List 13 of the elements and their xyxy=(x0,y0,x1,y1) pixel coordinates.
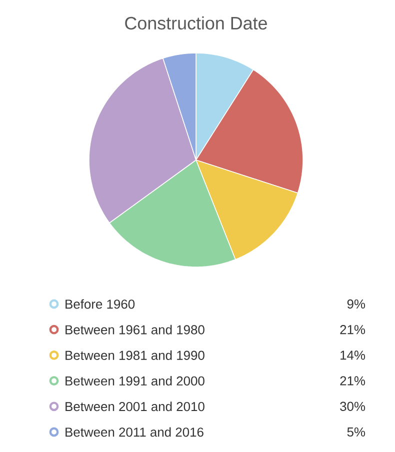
data-label: 21% xyxy=(340,376,366,386)
data-label: 30% xyxy=(340,402,366,411)
legend-label: Between 1961 and 1980 xyxy=(66,324,204,334)
legend-label: Between 2011 and 2016 xyxy=(66,427,204,437)
legend-label: Between 1991 and 2000 xyxy=(66,376,204,386)
legend-label: Between 1981 and 1990 xyxy=(66,350,204,360)
data-label: 9% xyxy=(347,299,366,309)
legend-label: Between 2001 and 2010 xyxy=(66,402,204,412)
chart-title: Construction Date xyxy=(125,16,267,30)
data-label: 21% xyxy=(340,325,366,334)
data-label: 5% xyxy=(347,427,366,437)
data-label: 14% xyxy=(340,350,366,360)
legend-label: Before 1960 xyxy=(66,299,135,309)
